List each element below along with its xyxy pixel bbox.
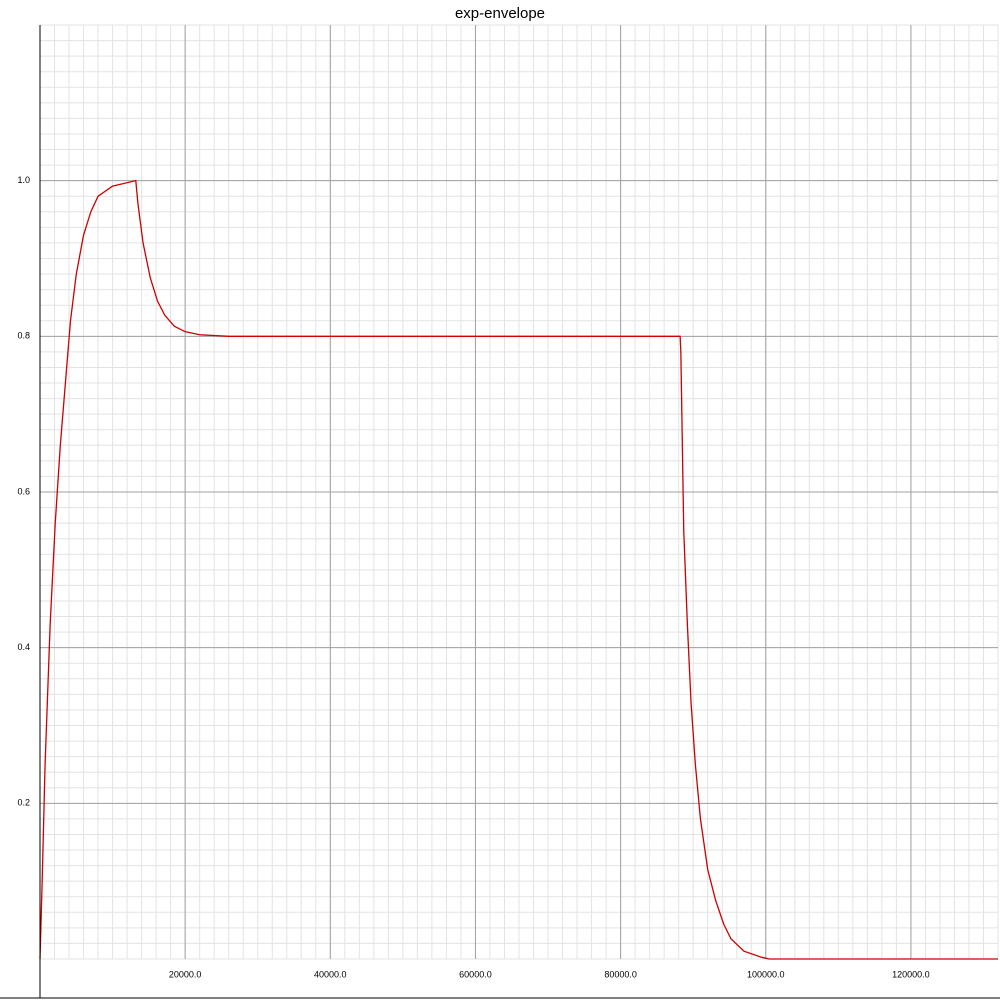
y-tick-label: 1.0 [17,175,30,185]
plot [39,179,998,960]
y-tick-label: 0.4 [17,642,30,652]
data-line [39,179,998,960]
x-tick-label: 40000.0 [314,969,347,979]
y-tick-label: 0.6 [17,486,30,496]
chart-title: exp-envelope [455,5,545,22]
x-tick-label: 80000.0 [604,969,637,979]
x-tick-label: 120000.0 [892,969,930,979]
x-tick-label: 60000.0 [459,969,492,979]
y-tick-label: 0.2 [17,798,30,808]
y-tick-label: 0.8 [17,331,30,341]
x-tick-label: 20000.0 [169,969,202,979]
x-tick-label: 100000.0 [747,969,785,979]
